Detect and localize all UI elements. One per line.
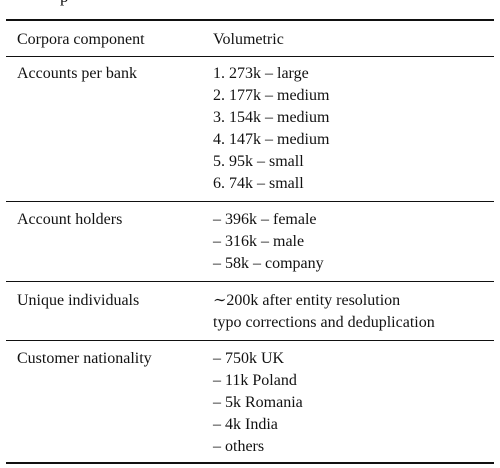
table-cell-line: – 316k – male [213, 233, 305, 250]
table-cell-line: – 5k Romania [213, 394, 303, 411]
row-customer-nationality-label: Customer nationality [17, 350, 152, 367]
row-unique-individuals-values: ∼200k after entity resolution typo corre… [213, 290, 435, 334]
table-cell-line: 1. 273k – large [213, 65, 309, 82]
row-divider [6, 340, 494, 341]
table-cell-line: 4. 147k – medium [213, 131, 330, 148]
header-volumetric: Volumetric [213, 31, 284, 48]
row-customer-nationality-values: – 750k UK – 11k Poland – 5k Romania – 4k… [213, 348, 303, 458]
table-cell-line: – 750k UK [213, 350, 285, 367]
table-cell-line: 5. 95k – small [213, 153, 304, 170]
row-divider [6, 281, 494, 282]
row-accounts-per-bank-label: Accounts per bank [17, 65, 137, 82]
table-cell-line: typo corrections and deduplication [213, 314, 435, 331]
table-cell-line: – 4k India [213, 416, 278, 433]
table-cell-line: 2. 177k – medium [213, 87, 330, 104]
header-corpora-component: Corpora component [17, 31, 145, 48]
row-divider [6, 201, 494, 202]
table-cell-line: – others [213, 438, 265, 455]
table-cell-line: – 58k – company [213, 255, 324, 272]
row-account-holders-label: Account holders [17, 211, 123, 228]
table-caption-fragment: p [60, 0, 69, 7]
table-cell-line: ∼200k after entity resolution [213, 292, 401, 309]
row-unique-individuals-label: Unique individuals [17, 292, 140, 309]
table-cell-line: 3. 154k – medium [213, 109, 330, 126]
top-rule [6, 19, 494, 21]
row-account-holders-values: – 396k – female – 316k – male – 58k – co… [213, 209, 324, 275]
table-cell-line: – 396k – female [213, 211, 317, 228]
table-cell-line: 6. 74k – small [213, 175, 304, 192]
row-accounts-per-bank-values: 1. 273k – large 2. 177k – medium 3. 154k… [213, 63, 329, 195]
bottom-rule [6, 462, 494, 464]
header-rule [6, 56, 494, 57]
table-cell-line: – 11k Poland [213, 372, 297, 389]
